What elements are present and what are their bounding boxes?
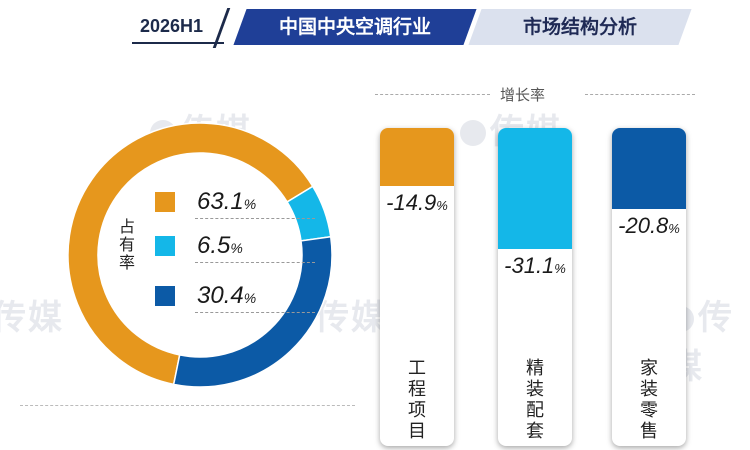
legend-value: 6.5% <box>197 232 243 260</box>
subtitle-banner: 市场结构分析 <box>468 9 692 45</box>
bar-category-char: 家 <box>640 358 658 379</box>
bottom-divider <box>20 405 355 406</box>
title-dash-right <box>585 94 695 95</box>
legend-value: 63.1% <box>197 188 256 216</box>
donut-label: 占有率 <box>118 217 135 272</box>
bar-category-char: 目 <box>408 421 426 442</box>
bar-unit: % <box>668 221 680 237</box>
bar-fill <box>498 128 572 250</box>
bar-number: -14.9 <box>386 190 437 216</box>
watermark-logo-icon <box>460 120 486 146</box>
legend-number: 63.1 <box>197 188 244 215</box>
bar-value: -31.1% <box>498 253 572 279</box>
legend-swatch <box>155 286 175 306</box>
donut-slice-1 <box>67 122 314 386</box>
bar-category-char: 项 <box>408 400 426 421</box>
legend-underline <box>195 218 315 219</box>
legend-unit: % <box>243 290 257 306</box>
bar-card: -31.1% 精装配套 <box>498 128 572 446</box>
bar-chart-title: 增长率 <box>500 86 546 104</box>
page-subtitle: 市场结构分析 <box>522 16 637 38</box>
donut-center <box>100 155 300 355</box>
bar-category-char: 零 <box>640 400 658 421</box>
bar-unit: % <box>554 261 566 277</box>
bar-category-char: 售 <box>640 421 658 442</box>
bar-category-char: 工 <box>408 358 426 379</box>
bar-category-char: 程 <box>408 379 426 400</box>
bar-category-char: 精 <box>526 358 544 379</box>
bar-card: -20.8% 家装零售 <box>612 128 686 446</box>
legend-underline <box>195 312 315 313</box>
bar-number: -31.1 <box>504 253 555 279</box>
legend-unit: % <box>230 240 243 256</box>
watermark-text: 传媒 <box>315 298 387 338</box>
legend-swatch <box>155 192 175 212</box>
page-title: 中国中央空调行业 <box>278 16 431 38</box>
title-dash-left <box>375 94 490 95</box>
bar-value: -14.9% <box>380 190 454 216</box>
bar-category-char: 装 <box>526 379 544 400</box>
bar-category-char: 装 <box>640 379 658 400</box>
header: 2026H1 中国中央空调行业 市场结构分析 <box>0 0 750 60</box>
bar-fill <box>380 128 454 187</box>
legend-underline <box>195 262 315 263</box>
title-banner: 中国中央空调行业 <box>233 9 477 45</box>
legend-value: 30.4% <box>197 282 256 310</box>
bar-category: 工程项目 <box>380 358 454 442</box>
legend-number: 30.4 <box>197 282 244 309</box>
watermark-text: 传媒 <box>0 298 64 338</box>
period-label: 2026H1 <box>140 16 204 36</box>
legend-swatch <box>155 236 175 256</box>
legend-number: 6.5 <box>197 232 231 259</box>
period-underline <box>132 42 224 44</box>
donut-chart <box>67 122 333 388</box>
bar-card: -14.9% 工程项目 <box>380 128 454 446</box>
watermark: 传媒 <box>0 290 64 339</box>
bar-category-char: 配 <box>526 400 544 421</box>
bar-category: 家装零售 <box>612 358 686 442</box>
bar-fill <box>612 128 686 210</box>
donut-slice-3 <box>172 235 333 388</box>
legend-unit: % <box>243 196 257 212</box>
bar-category-char: 套 <box>526 421 544 442</box>
bar-value: -20.8% <box>612 213 686 239</box>
bar-category: 精装配套 <box>498 358 572 442</box>
bar-number: -20.8 <box>618 213 669 239</box>
bar-unit: % <box>436 198 448 214</box>
